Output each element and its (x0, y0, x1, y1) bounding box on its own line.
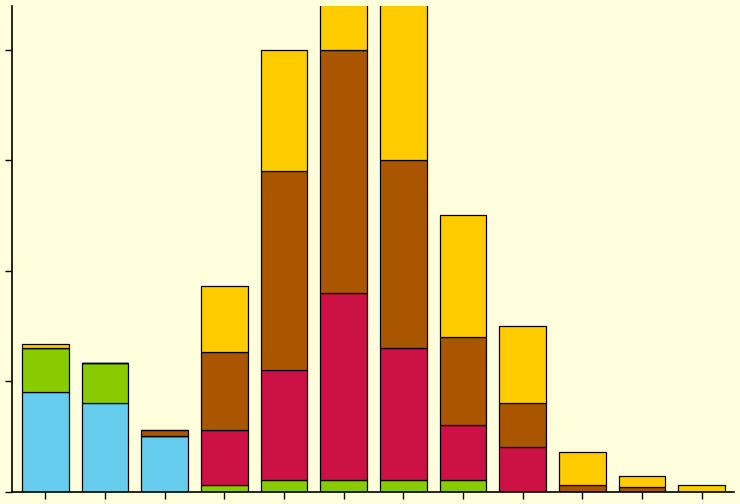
Bar (320, 293, 367, 480)
Bar (22, 348, 69, 392)
Bar (500, 326, 546, 403)
Bar (380, 348, 426, 480)
Bar (81, 403, 128, 491)
Bar (619, 476, 665, 487)
Bar (320, 0, 367, 50)
Bar (500, 448, 546, 491)
Bar (440, 215, 486, 337)
Bar (380, 160, 426, 348)
Bar (679, 485, 725, 491)
Bar (22, 392, 69, 491)
Bar (559, 485, 605, 491)
Bar (380, 0, 426, 160)
Bar (201, 286, 248, 352)
Bar (440, 337, 486, 425)
Bar (260, 480, 307, 491)
Bar (440, 425, 486, 480)
Bar (141, 436, 188, 491)
Bar (440, 480, 486, 491)
Bar (500, 403, 546, 448)
Bar (260, 171, 307, 370)
Bar (81, 363, 128, 403)
Bar (141, 429, 188, 436)
Bar (260, 370, 307, 480)
Bar (559, 452, 605, 485)
Bar (619, 487, 665, 491)
Bar (260, 50, 307, 171)
Bar (320, 50, 367, 293)
Bar (22, 344, 69, 348)
Bar (201, 485, 248, 491)
Bar (380, 480, 426, 491)
Bar (201, 429, 248, 485)
Bar (201, 352, 248, 429)
Bar (320, 480, 367, 491)
